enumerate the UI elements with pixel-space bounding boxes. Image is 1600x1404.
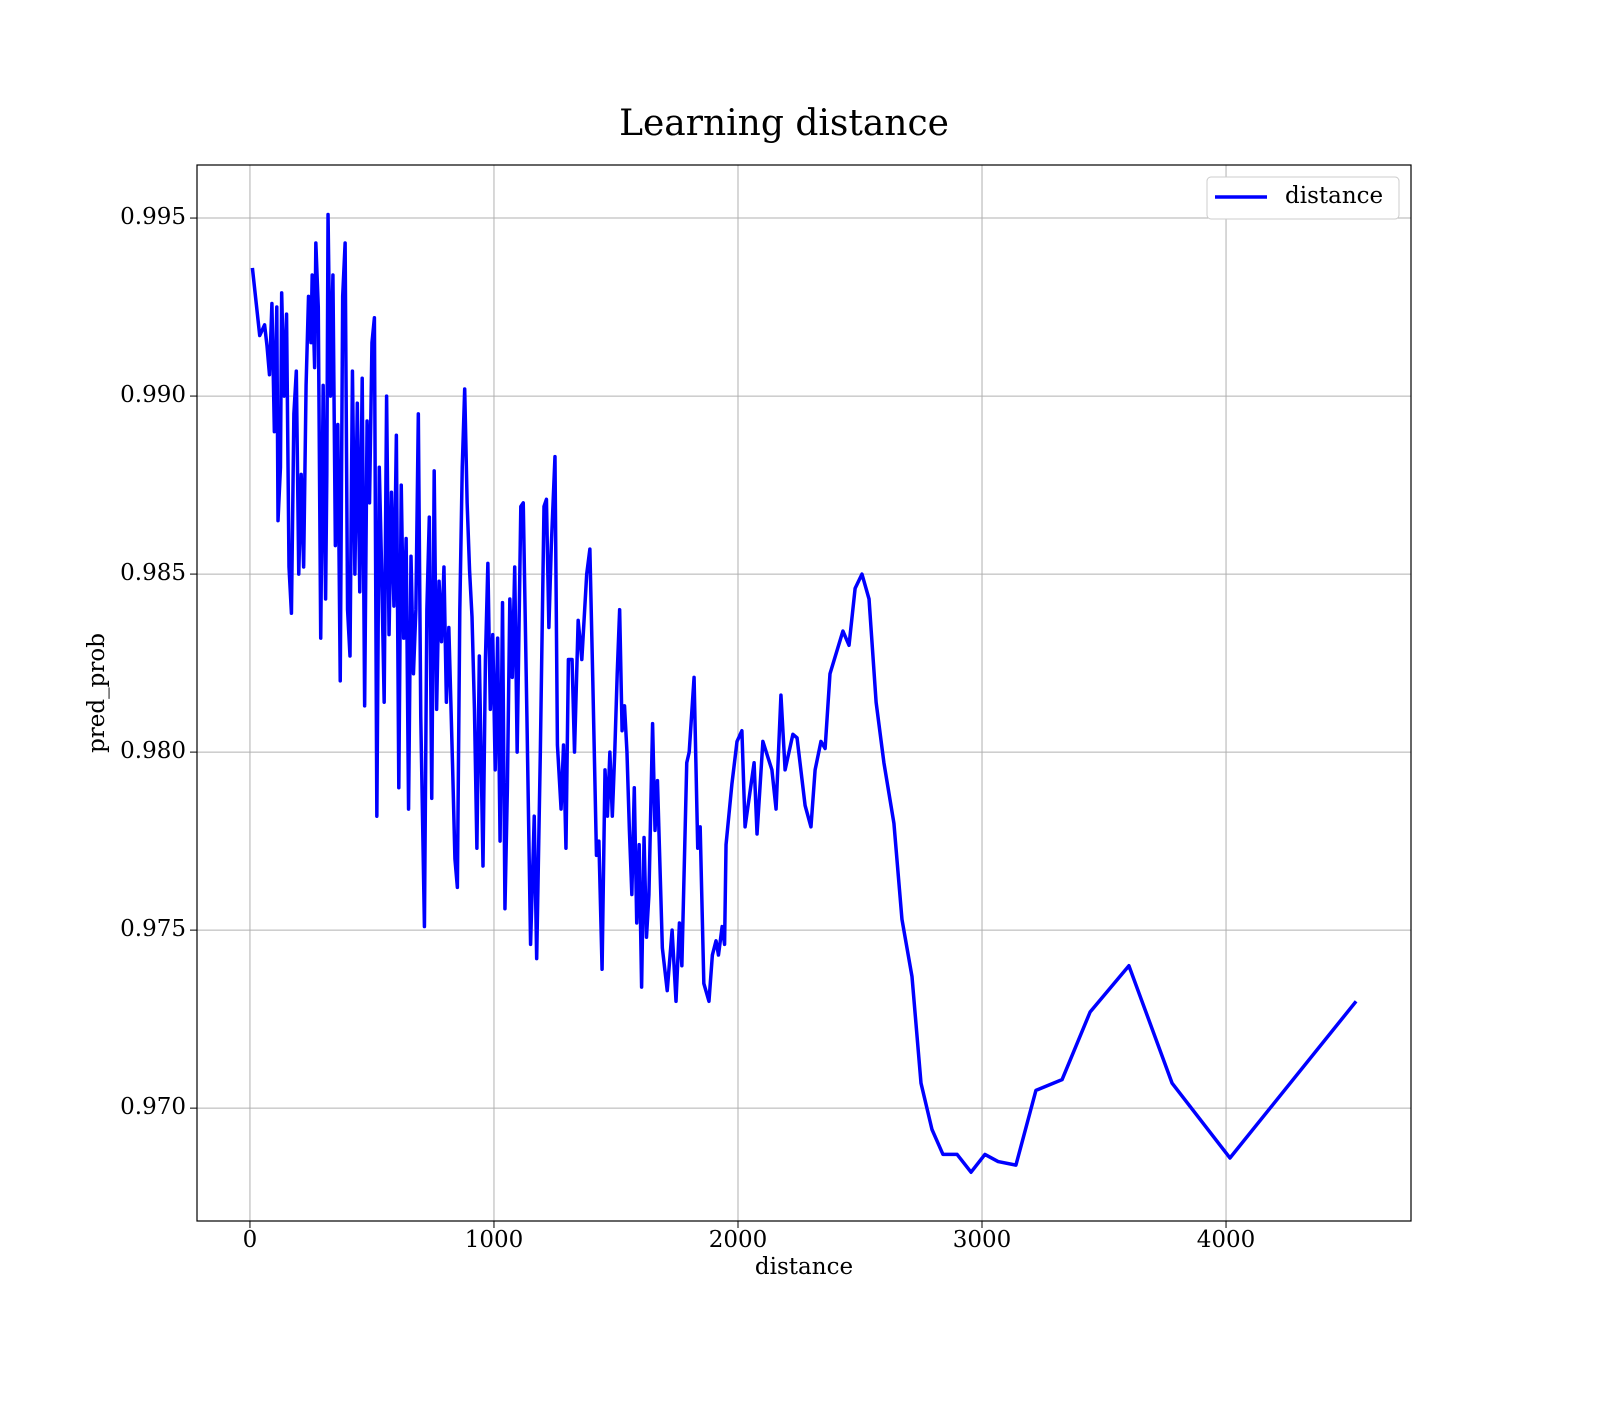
x-tick-label: 0 xyxy=(243,1227,258,1253)
y-tick-label: 0.980 xyxy=(120,738,186,764)
x-tick-label: 3000 xyxy=(953,1227,1012,1253)
x-tick-label: 4000 xyxy=(1197,1227,1256,1253)
y-tick-label: 0.975 xyxy=(120,916,186,942)
y-tick-label: 0.995 xyxy=(120,204,186,230)
plot-frame xyxy=(196,164,1412,1222)
data-line xyxy=(250,212,1358,1174)
x-axis-label: distance xyxy=(755,1254,853,1280)
chart-title: Learning distance xyxy=(619,103,949,144)
x-tick-label: 2000 xyxy=(709,1227,768,1253)
y-tick-label: 0.970 xyxy=(120,1094,186,1120)
y-axis-label: pred_prob xyxy=(84,633,110,753)
y-tick-label: 0.990 xyxy=(120,382,186,408)
legend-box xyxy=(1206,176,1400,220)
x-tick-label: 1000 xyxy=(465,1227,524,1253)
y-tick-label: 0.985 xyxy=(120,560,186,586)
legend-label: distance xyxy=(1285,183,1383,209)
